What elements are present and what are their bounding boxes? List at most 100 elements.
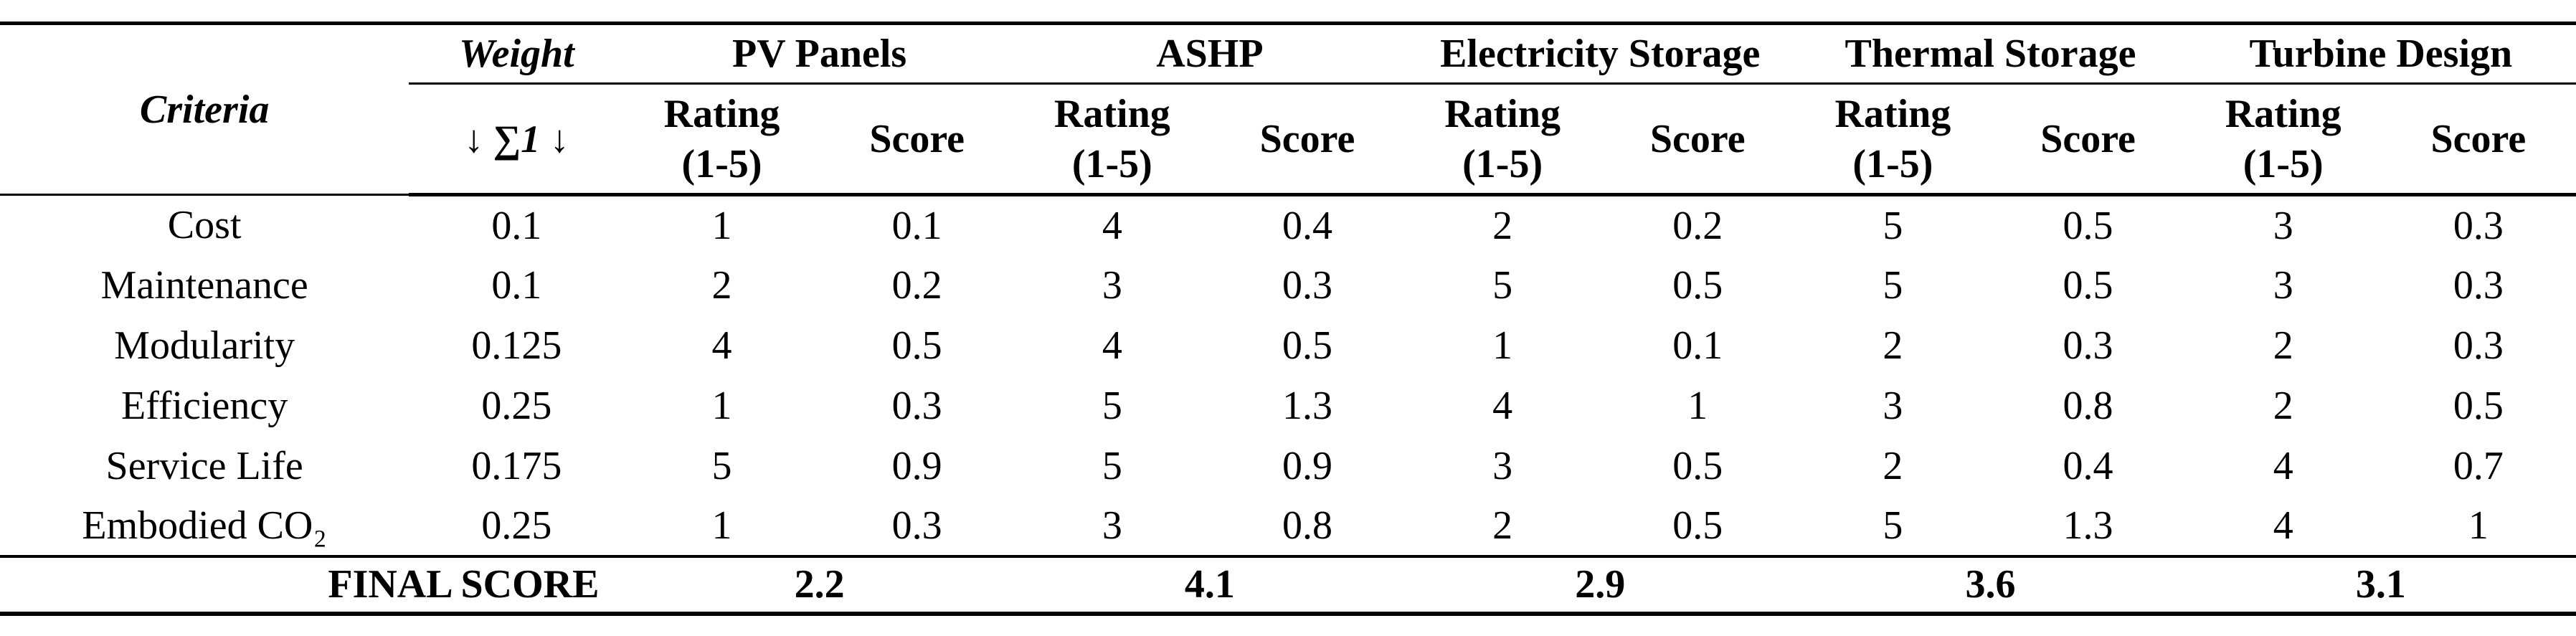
rating-column-header: Rating (1-5)	[1795, 83, 1991, 196]
table-row: Maintenance 0.1 2 0.2 3 0.3 5 0.5 5 0.5 …	[0, 255, 2576, 315]
score-cell: 0.2	[891, 262, 942, 308]
score-cell: 1.3	[2063, 503, 2113, 548]
weight-cell: 0.175	[471, 443, 562, 488]
score-cell: 1.3	[1282, 383, 1332, 428]
rating-cell: 2	[1883, 443, 1903, 488]
rating-cell: 3	[2273, 262, 2293, 308]
score-cell: 0.3	[2453, 262, 2504, 308]
rating-range-label: (1-5)	[1071, 141, 1152, 186]
rating-cell: 2	[2273, 323, 2293, 368]
rating-range-label: (1-5)	[1462, 141, 1543, 186]
criteria-cell: Service Life	[105, 443, 303, 488]
rating-cell: 1	[1492, 323, 1513, 368]
rating-cell: 3	[2273, 203, 2293, 248]
criteria-column-header: Criteria	[0, 23, 409, 196]
table-row: Cost 0.1 1 0.1 4 0.4 2 0.2 5 0.5 3 0.3	[0, 195, 2576, 255]
rating-cell: 4	[2273, 503, 2293, 548]
score-cell: 1	[1687, 383, 1708, 428]
rating-cell: 1	[711, 383, 732, 428]
criteria-cell: Embodied CO₂	[82, 503, 327, 548]
score-cell: 0.1	[891, 203, 942, 248]
score-cell: 0.3	[1282, 262, 1332, 308]
final-score-row: FINAL SCORE 2.2 4.1 2.9 3.6 3.1	[0, 554, 2576, 616]
score-cell: 0.5	[1672, 503, 1723, 548]
rating-cell: 5	[1102, 443, 1122, 488]
header-group-row: Criteria Weight PV Panels ASHP Electrici…	[0, 23, 2576, 196]
score-cell: 0.1	[1672, 323, 1723, 368]
criteria-cell: Maintenance	[100, 262, 308, 308]
rating-label: Rating	[663, 91, 780, 136]
score-cell: 0.3	[2453, 323, 2504, 368]
weight-cell: 0.25	[481, 503, 552, 548]
weight-column-header: Weight	[409, 23, 625, 85]
score-cell: 0.5	[2453, 383, 2504, 428]
final-score-value-pv-panels: 2.2	[624, 554, 1015, 616]
rating-cell: 5	[1883, 503, 1903, 548]
rating-cell: 3	[1492, 443, 1513, 488]
rating-cell: 4	[711, 323, 732, 368]
weight-cell: 0.25	[481, 383, 552, 428]
score-column-header: Score	[1600, 83, 1796, 196]
score-column-header: Score	[1209, 83, 1406, 196]
rating-cell: 4	[1102, 323, 1122, 368]
final-score-label: FINAL SCORE	[0, 554, 625, 616]
score-cell: 0.5	[1282, 323, 1332, 368]
rating-label: Rating	[2225, 91, 2341, 136]
decision-matrix-table: Criteria Weight PV Panels ASHP Electrici…	[0, 22, 2576, 616]
score-cell: 0.4	[1282, 203, 1332, 248]
score-cell: 0.3	[891, 383, 942, 428]
rating-cell: 4	[2273, 443, 2293, 488]
score-cell: 0.3	[891, 503, 942, 548]
rating-column-header: Rating (1-5)	[2185, 83, 2381, 196]
score-column-header: Score	[2380, 83, 2576, 196]
final-score-value-electricity-storage: 2.9	[1405, 554, 1796, 616]
rating-cell: 4	[1492, 383, 1513, 428]
rating-cell: 2	[711, 262, 732, 308]
score-cell: 0.5	[1672, 262, 1723, 308]
score-column-header: Score	[819, 83, 1015, 196]
rating-cell: 2	[2273, 383, 2293, 428]
rating-cell: 5	[1883, 203, 1903, 248]
score-cell: 0.7	[2453, 443, 2504, 488]
group-header-electricity-storage: Electricity Storage	[1405, 23, 1796, 85]
score-cell: 0.3	[2453, 203, 2504, 248]
table-row: Service Life 0.175 5 0.9 5 0.9 3 0.5 2 0…	[0, 436, 2576, 496]
score-cell: 0.8	[2063, 383, 2113, 428]
score-cell: 0.2	[1672, 203, 1723, 248]
rating-cell: 2	[1492, 203, 1513, 248]
score-cell: 0.5	[2063, 203, 2113, 248]
rating-cell: 1	[711, 203, 732, 248]
table-row: Efficiency 0.25 1 0.3 5 1.3 4 1 3 0.8 2 …	[0, 376, 2576, 436]
rating-cell: 5	[1102, 383, 1122, 428]
group-header-turbine-design: Turbine Design	[2185, 23, 2576, 85]
final-score-value-ashp: 4.1	[1014, 554, 1406, 616]
rating-cell: 5	[1492, 262, 1513, 308]
rating-cell: 3	[1102, 262, 1122, 308]
weight-sum-label: ↓ ∑1 ↓	[409, 83, 625, 196]
rating-range-label: (1-5)	[681, 141, 762, 186]
score-cell: 0.9	[891, 443, 942, 488]
rating-column-header: Rating (1-5)	[624, 83, 820, 196]
rating-range-label: (1-5)	[2243, 141, 2324, 186]
rating-cell: 4	[1102, 203, 1122, 248]
score-column-header: Score	[1990, 83, 2186, 196]
criteria-cell: Efficiency	[121, 383, 288, 428]
final-score-value-turbine-design: 3.1	[2185, 554, 2576, 616]
rating-cell: 2	[1492, 503, 1513, 548]
rating-column-header: Rating (1-5)	[1014, 83, 1210, 196]
score-cell: 0.3	[2063, 323, 2113, 368]
table-row: Modularity 0.125 4 0.5 4 0.5 1 0.1 2 0.3…	[0, 315, 2576, 376]
rating-cell: 2	[1883, 323, 1903, 368]
score-cell: 0.5	[2063, 262, 2113, 308]
criteria-cell: Cost	[167, 203, 242, 248]
rating-label: Rating	[1053, 91, 1170, 136]
score-cell: 1	[2468, 503, 2489, 548]
score-cell: 0.8	[1282, 503, 1332, 548]
rating-label: Rating	[1444, 91, 1561, 136]
rating-cell: 5	[1883, 262, 1903, 308]
weight-cell: 0.1	[491, 203, 542, 248]
criteria-cell: Modularity	[114, 323, 295, 368]
score-cell: 0.4	[2063, 443, 2113, 488]
rating-cell: 3	[1883, 383, 1903, 428]
